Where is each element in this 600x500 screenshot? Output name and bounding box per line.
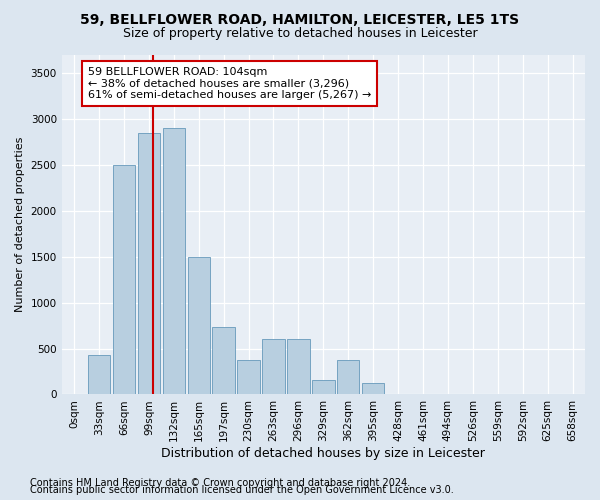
- Bar: [163, 128, 185, 394]
- Bar: [262, 340, 285, 394]
- Text: Size of property relative to detached houses in Leicester: Size of property relative to detached ho…: [122, 28, 478, 40]
- Bar: [337, 360, 359, 394]
- Bar: [137, 133, 160, 394]
- Text: 59, BELLFLOWER ROAD, HAMILTON, LEICESTER, LE5 1TS: 59, BELLFLOWER ROAD, HAMILTON, LEICESTER…: [80, 12, 520, 26]
- Bar: [88, 355, 110, 395]
- X-axis label: Distribution of detached houses by size in Leicester: Distribution of detached houses by size …: [161, 447, 485, 460]
- Text: Contains HM Land Registry data © Crown copyright and database right 2024.: Contains HM Land Registry data © Crown c…: [30, 478, 410, 488]
- Y-axis label: Number of detached properties: Number of detached properties: [15, 137, 25, 312]
- Text: 59 BELLFLOWER ROAD: 104sqm
← 38% of detached houses are smaller (3,296)
61% of s: 59 BELLFLOWER ROAD: 104sqm ← 38% of deta…: [88, 67, 371, 100]
- Bar: [362, 382, 385, 394]
- Bar: [188, 257, 210, 394]
- Text: Contains public sector information licensed under the Open Government Licence v3: Contains public sector information licen…: [30, 485, 454, 495]
- Bar: [312, 380, 335, 394]
- Bar: [287, 340, 310, 394]
- Bar: [238, 360, 260, 394]
- Bar: [212, 328, 235, 394]
- Bar: [113, 165, 135, 394]
